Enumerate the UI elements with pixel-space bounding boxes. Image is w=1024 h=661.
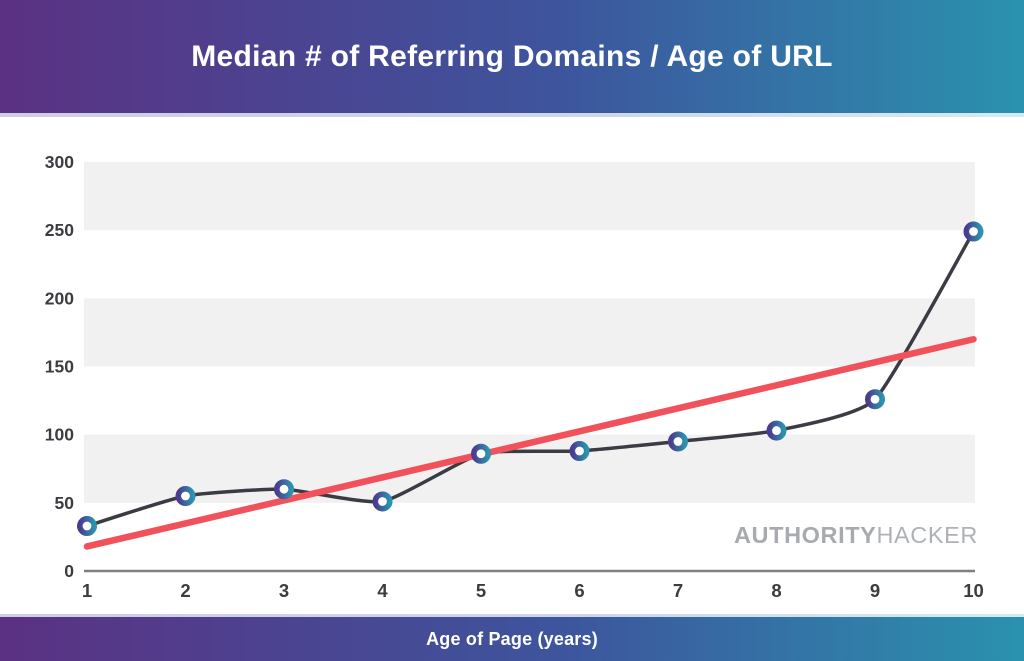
data-point-marker [569,441,590,462]
x-tick-label: 9 [870,580,880,601]
x-tick-label: 8 [771,580,781,601]
brand-watermark-bold: AUTHORITY [733,522,877,548]
y-tick-label: 300 [45,152,74,172]
chart-region: 0 50 100 150 200 250 300 1 2 3 4 5 6 7 8 9 10 AUTHORITYH… [0,117,1024,614]
brand-watermark-light: HACKER [876,522,978,548]
chart-svg: 0 50 100 150 200 250 300 1 2 3 4 5 6 7 8 9 10 [45,152,984,601]
data-point-marker [864,389,885,410]
x-tick-label: 6 [574,580,584,601]
x-axis-title-bar: Age of Page (years) [0,617,1024,661]
x-tick-label: 3 [279,580,289,601]
chart-header: Median # of Referring Domains / Age of U… [0,0,1024,113]
data-point-marker [77,516,98,537]
x-tick-label: 4 [377,580,388,601]
x-tick-label: 1 [82,580,92,601]
data-point-marker [667,431,688,452]
x-tick-label: 10 [963,580,984,601]
x-tick-label: 5 [476,580,486,601]
data-point-marker [273,479,294,500]
trend-line [83,335,977,550]
footer-edge-divider [0,614,1024,617]
data-point-marker [963,221,984,242]
x-tick-label: 7 [673,580,683,601]
y-tick-label: 100 [45,425,74,445]
data-point-marker [766,420,787,441]
x-axis-title: Age of Page (years) [426,628,598,649]
data-point-marker [470,443,491,464]
y-tick-label: 250 [45,220,74,240]
chart-title: Median # of Referring Domains / Age of U… [191,39,833,73]
grid-band [84,162,975,231]
y-tick-label: 0 [64,561,74,581]
data-line [86,230,976,528]
y-tick-label: 50 [55,493,75,513]
data-point-marker [175,486,196,507]
data-point-marker [372,491,393,512]
y-tick-label: 200 [45,288,74,308]
grid-band [84,298,975,367]
header-edge-divider [0,113,1024,117]
brand-watermark: AUTHORITYHACKER [734,522,978,549]
x-tick-label: 2 [180,580,190,601]
y-tick-label: 150 [45,357,74,377]
